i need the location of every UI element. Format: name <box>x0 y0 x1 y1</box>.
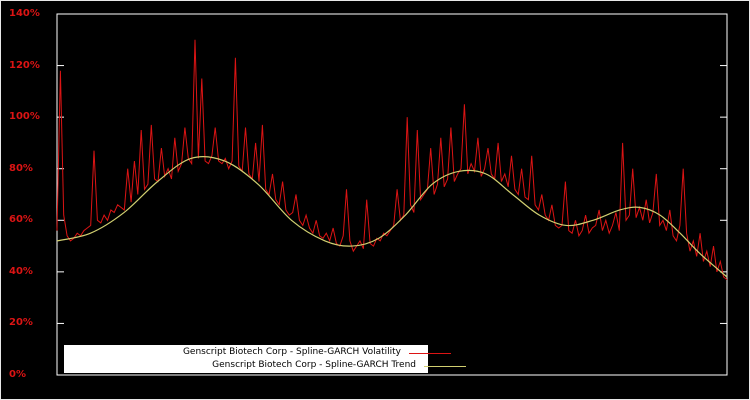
legend-label-trend: Genscript Biotech Corp - Spline-GARCH Tr… <box>212 360 416 370</box>
series-volatility-line <box>56 39 728 280</box>
legend-line-sample-trend <box>424 366 466 367</box>
y-axis-tick-label: 60% <box>9 214 33 226</box>
legend-line-sample-volatility <box>409 353 451 354</box>
y-axis-tick-label: 140% <box>9 8 40 19</box>
y-axis-tick-label: 80% <box>9 162 33 174</box>
series-trend-line <box>56 155 728 278</box>
y-axis-tick-label: 0% <box>9 369 26 380</box>
plot-border <box>56 13 728 376</box>
legend-label-volatility: Genscript Biotech Corp - Spline-GARCH Vo… <box>182 347 401 357</box>
legend-item-volatility: Genscript Biotech Corp - Spline-GARCH Vo… <box>64 346 428 359</box>
y-axis-tick-label: 100% <box>9 111 40 123</box>
legend: Genscript Biotech Corp - Spline-GARCH Vo… <box>64 345 466 373</box>
y-axis-tick-label: 120% <box>9 59 40 71</box>
y-axis-tick-label: 40% <box>9 265 33 277</box>
y-axis-tick-label: 20% <box>9 317 33 329</box>
legend-item-trend: Genscript Biotech Corp - Spline-GARCH Tr… <box>64 359 428 372</box>
